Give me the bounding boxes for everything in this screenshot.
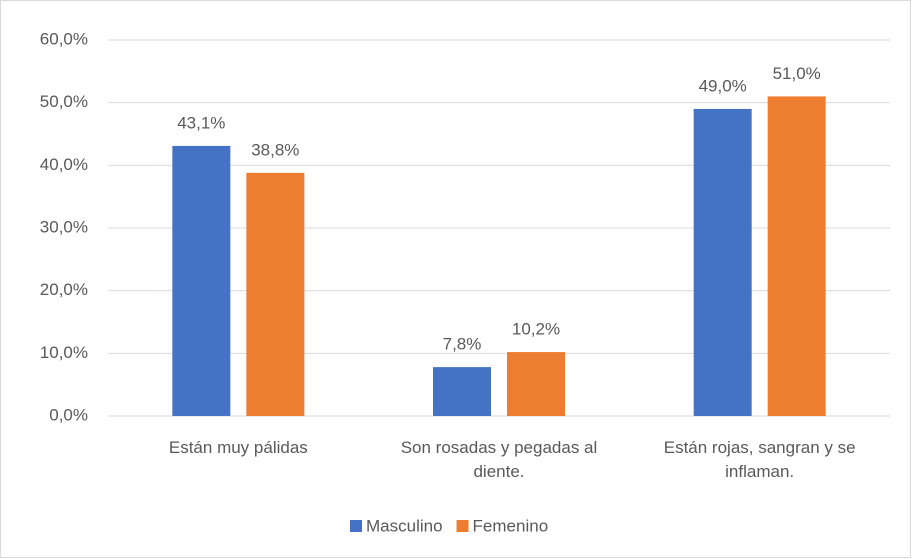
data-label: 38,8% [251, 140, 299, 159]
y-tick-label: 60,0% [40, 29, 88, 48]
data-label: 7,8% [443, 335, 482, 354]
bar [693, 108, 752, 416]
y-tick-label: 20,0% [40, 280, 88, 299]
data-label: 49,0% [699, 76, 747, 95]
x-tick-label: Son rosadas y pegadas al diente. [400, 438, 598, 481]
legend-swatch [456, 520, 469, 532]
y-tick-label: 0,0% [49, 405, 88, 424]
y-tick-label: 10,0% [40, 343, 88, 362]
bar [246, 172, 305, 416]
data-label: 51,0% [773, 64, 821, 83]
x-tick-label: Están rojas, sangran y se inflaman. [663, 438, 856, 481]
bar [507, 352, 565, 416]
data-label: 43,1% [177, 113, 225, 132]
legend-label: Masculino [366, 516, 443, 535]
bar [433, 367, 491, 416]
bar [172, 145, 231, 416]
x-tick-label: Están muy pálidas [168, 438, 308, 457]
legend-swatch [350, 520, 362, 532]
legend-label: Femenino [473, 516, 549, 535]
bar [767, 96, 826, 417]
y-tick-label: 50,0% [40, 92, 88, 111]
y-tick-label: 40,0% [40, 155, 88, 174]
y-tick-label: 30,0% [40, 217, 88, 236]
data-label: 10,2% [512, 320, 560, 339]
